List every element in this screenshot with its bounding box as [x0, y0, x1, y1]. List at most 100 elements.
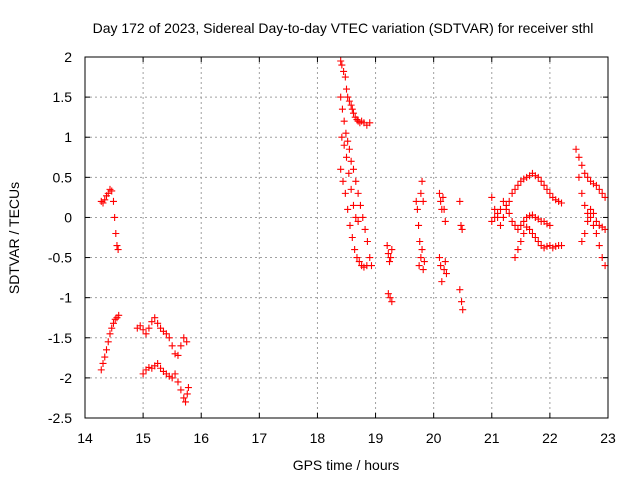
data-point: [180, 334, 188, 342]
data-point: [499, 197, 507, 205]
axis-ticks: 14 15 16 17 18 19 20 21 22 23 2 1.5 1 0.5 0 -0.5 -1 -1.5 -…: [48, 49, 616, 446]
data-point: [440, 205, 448, 213]
series-arc-10: [412, 177, 428, 274]
data-point: [558, 199, 566, 207]
data-point: [598, 189, 606, 197]
series-arc-8: [338, 133, 362, 225]
data-point: [154, 319, 162, 327]
data-point: [578, 238, 586, 246]
data-point: [494, 209, 502, 217]
data-point: [360, 263, 368, 271]
y-tick-label: 0: [64, 209, 72, 225]
data-point: [171, 370, 179, 378]
data-point: [456, 197, 464, 205]
y-tick-label: 1: [64, 129, 72, 145]
data-point: [340, 117, 348, 125]
data-point: [383, 242, 391, 250]
data-point: [595, 185, 603, 193]
data-point: [356, 201, 364, 209]
data-point: [540, 181, 548, 189]
data-point: [139, 326, 147, 334]
data-point: [412, 197, 420, 205]
x-tick-label: 23: [600, 430, 616, 446]
x-axis-label: GPS time / hours: [293, 457, 400, 473]
data-point: [534, 173, 542, 181]
data-point: [139, 370, 147, 378]
data-point: [584, 173, 592, 181]
data-point: [589, 180, 597, 188]
data-point: [177, 342, 185, 350]
data-point: [108, 324, 116, 332]
data-point: [142, 330, 150, 338]
chart-title: Day 172 of 2023, Sidereal Day-to-day VTE…: [93, 20, 594, 36]
series-arc-16: [572, 145, 609, 270]
data-point: [584, 217, 592, 225]
data-point: [112, 229, 120, 237]
data-point: [363, 262, 371, 270]
data-point: [177, 386, 185, 394]
data-point: [111, 213, 119, 221]
data-point: [106, 185, 114, 193]
series-arc-11: [435, 189, 450, 286]
data-point: [346, 221, 354, 229]
data-point: [136, 322, 144, 330]
data-point: [441, 258, 449, 266]
data-point: [549, 244, 557, 252]
data-point: [592, 181, 600, 189]
data-point: [435, 189, 443, 197]
data-point: [165, 334, 173, 342]
series-arc-12: [456, 197, 467, 314]
series-arc-5: [337, 57, 374, 129]
x-tick-label: 14: [77, 430, 93, 446]
data-point: [388, 298, 396, 306]
data-point: [420, 258, 428, 266]
series-arc-1: [97, 185, 122, 254]
y-axis-label: SDTVAR / TECUs: [6, 182, 22, 294]
data-point: [496, 205, 504, 213]
data-point: [595, 242, 603, 250]
data-point: [578, 161, 586, 169]
x-tick-label: 21: [484, 430, 500, 446]
y-tick-label: 0.5: [53, 169, 73, 185]
data-point: [349, 109, 357, 117]
data-point: [419, 197, 427, 205]
data-point: [361, 225, 369, 233]
series-arc-14: [488, 197, 554, 233]
series-arc-3: [133, 314, 191, 359]
data-point: [546, 221, 554, 229]
data-point: [572, 145, 580, 153]
data-point: [440, 266, 448, 274]
data-point: [340, 141, 348, 149]
series-arc-13: [488, 169, 566, 229]
data-point: [459, 306, 467, 314]
data-point: [99, 199, 107, 207]
data-point: [578, 189, 586, 197]
data-point: [352, 177, 360, 185]
data-point: [575, 153, 583, 161]
data-point: [491, 213, 499, 221]
data-point: [355, 258, 363, 266]
data-point: [416, 238, 424, 246]
data-point: [531, 213, 539, 221]
data-point: [442, 270, 450, 278]
data-point: [354, 217, 362, 225]
data-point: [581, 229, 589, 237]
data-point: [552, 196, 560, 204]
data-point: [353, 254, 361, 262]
data-point: [543, 185, 551, 193]
data-point: [109, 197, 117, 205]
data-point: [441, 217, 449, 225]
data-point: [417, 254, 425, 262]
data-point: [384, 250, 392, 258]
data-point: [528, 229, 536, 237]
data-point: [344, 93, 352, 101]
data-point: [340, 67, 348, 75]
series-arc-15: [511, 223, 566, 262]
data-point: [145, 363, 153, 371]
data-point: [342, 129, 350, 137]
data-point: [103, 346, 111, 354]
data-point: [415, 221, 423, 229]
data-point: [111, 315, 119, 323]
data-point: [180, 394, 188, 402]
